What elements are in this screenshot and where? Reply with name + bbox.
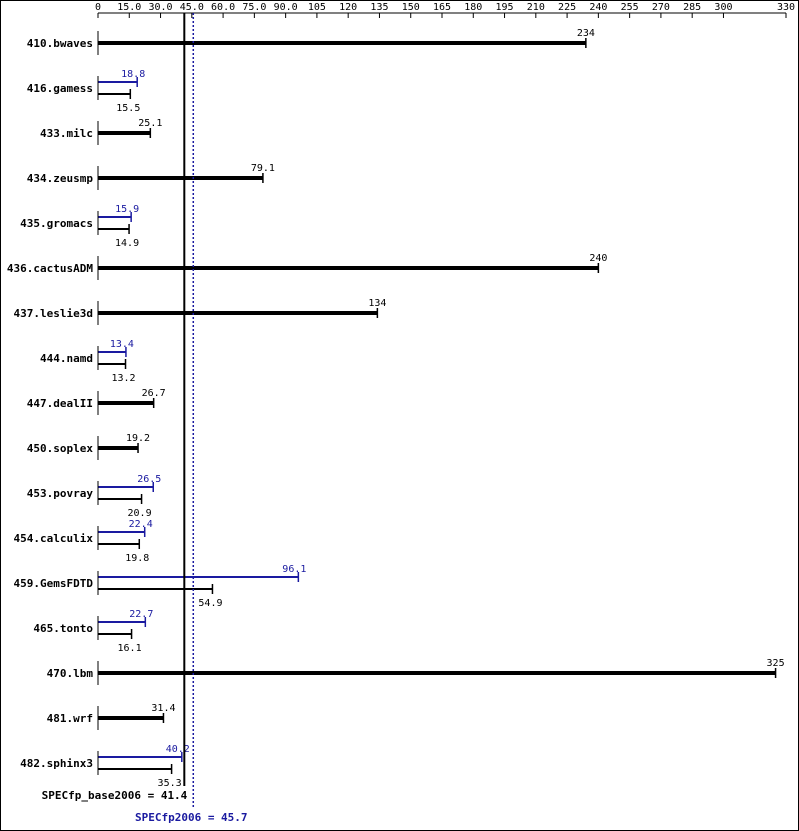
x-tick-label: 330 [777,2,795,13]
row-label: 436.cactusADM [7,262,93,275]
base-label: 54.9 [198,598,222,609]
peak-mean-label: SPECfp2006 = 45.7 [135,811,248,824]
row-label: 470.lbm [47,667,94,680]
x-tick-label: 255 [621,2,639,13]
peak-label: 18.8 [121,69,145,80]
x-tick-label: 135 [370,2,388,13]
base-mean-label: SPECfp_base2006 = 41.4 [42,789,188,802]
base-label: 15.5 [116,103,140,114]
x-tick-label: 15.0 [117,2,141,13]
peak-label: 15.9 [115,204,139,215]
x-tick-label: 270 [652,2,670,13]
base-label: 16.1 [118,643,142,654]
row-label: 444.namd [40,352,93,365]
row-label: 454.calculix [14,532,94,545]
x-tick-label: 120 [339,2,357,13]
value-label: 134 [368,298,386,309]
x-tick-label: 195 [496,2,514,13]
peak-label: 22.7 [129,609,153,620]
row-label: 435.gromacs [20,217,93,230]
x-tick-label: 225 [558,2,576,13]
peak-label: 96.1 [282,564,306,575]
x-tick-label: 90.0 [274,2,298,13]
row-label: 410.bwaves [27,37,93,50]
x-tick-label: 165 [433,2,451,13]
value-label: 79.1 [251,163,275,174]
x-tick-label: 150 [402,2,420,13]
x-tick-label: 210 [527,2,545,13]
row-label: 437.leslie3d [14,307,93,320]
x-tick-label: 105 [308,2,326,13]
value-label: 19.2 [126,433,150,444]
value-label: 25.1 [138,118,162,129]
row-label: 465.tonto [33,622,93,635]
value-label: 31.4 [151,703,175,714]
value-label: 240 [589,253,607,264]
base-label: 20.9 [128,508,152,519]
row-label: 433.milc [40,127,93,140]
value-label: 26.7 [142,388,166,399]
row-label: 416.gamess [27,82,93,95]
peak-label: 40.2 [166,744,190,755]
x-tick-label: 285 [683,2,701,13]
value-label: 234 [577,28,595,39]
base-label: 13.2 [111,373,135,384]
peak-label: 22.4 [129,519,153,530]
row-label: 481.wrf [47,712,93,725]
value-label: 325 [767,658,785,669]
peak-label: 26.5 [137,474,161,485]
x-tick-label: 30.0 [148,2,172,13]
row-label: 482.sphinx3 [20,757,93,770]
x-tick-label: 0 [95,2,101,13]
base-label: 35.3 [158,778,182,789]
row-label: 450.soplex [27,442,94,455]
row-label: 447.dealII [27,397,93,410]
x-tick-label: 300 [714,2,732,13]
x-tick-label: 240 [589,2,607,13]
base-label: 14.9 [115,238,139,249]
x-tick-label: 60.0 [211,2,235,13]
peak-label: 13.4 [110,339,134,350]
row-label: 434.zeusmp [27,172,94,185]
x-tick-label: 75.0 [242,2,266,13]
x-tick-label: 45.0 [180,2,204,13]
row-label: 453.povray [27,487,94,500]
x-tick-label: 180 [464,2,482,13]
row-label: 459.GemsFDTD [14,577,94,590]
base-label: 19.8 [125,553,149,564]
